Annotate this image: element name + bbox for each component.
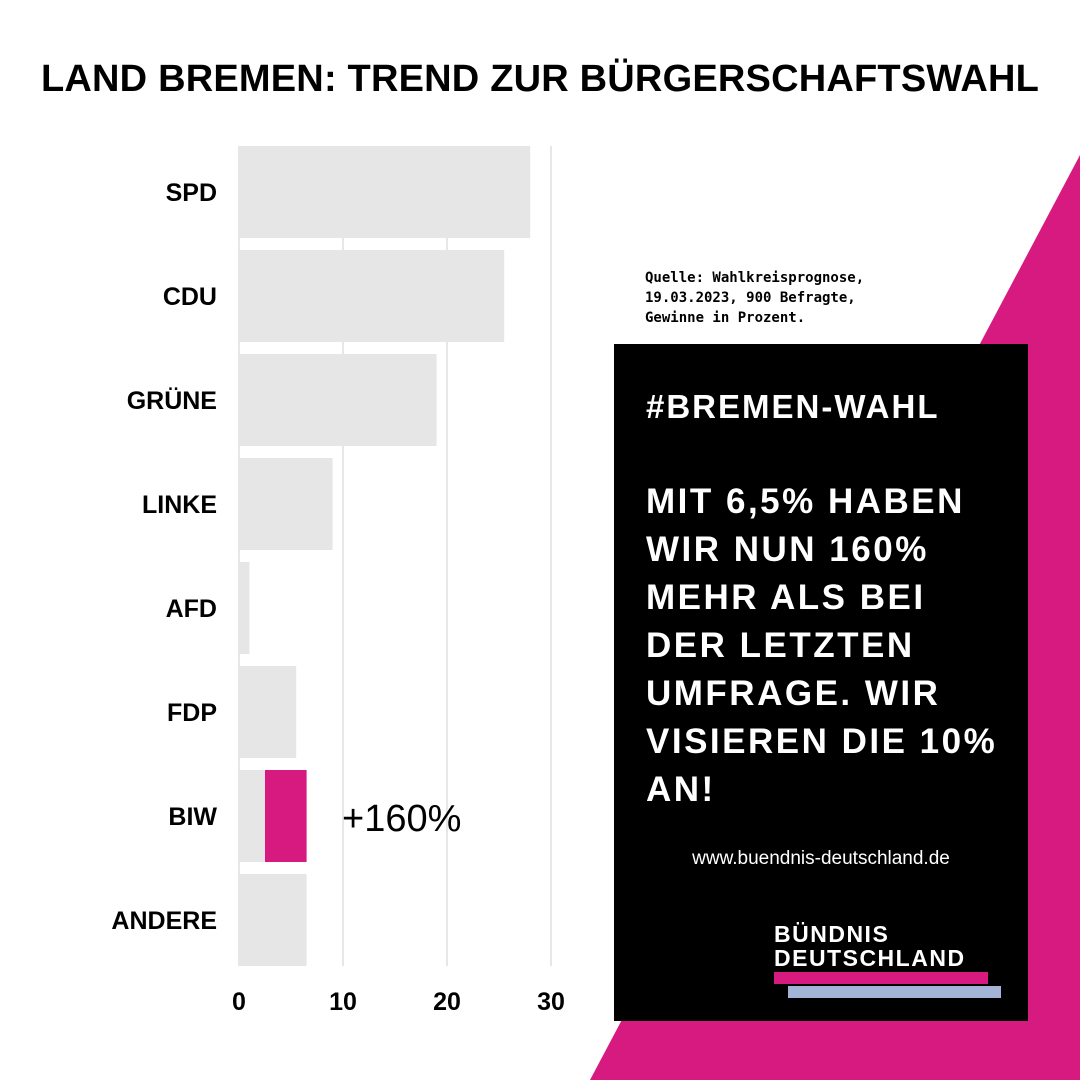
logo-text-line1: BÜNDNIS bbox=[774, 921, 890, 947]
website-url[interactable]: www.buendnis-deutschland.de bbox=[692, 848, 950, 869]
bar-linke bbox=[239, 458, 333, 550]
logo-bar-pink bbox=[774, 972, 988, 984]
info-panel: #BREMEN-WAHL MIT 6,5% HABEN WIR NUN 160%… bbox=[614, 344, 1028, 1021]
bar-andere bbox=[239, 874, 307, 966]
category-label-linke: LINKE bbox=[142, 491, 217, 519]
bar-cdu bbox=[239, 250, 505, 342]
bar-grüne bbox=[239, 354, 437, 446]
logo-bar-blue bbox=[788, 986, 1001, 998]
category-label-spd: SPD bbox=[166, 179, 217, 207]
x-tick-label-10: 10 bbox=[329, 988, 357, 1016]
category-label-fdp: FDP bbox=[167, 699, 217, 727]
x-tick-label-0: 0 bbox=[232, 988, 246, 1016]
chart-title: LAND BREMEN: TREND ZUR BÜRGERSCHAFTSWAHL bbox=[40, 58, 1040, 100]
category-label-grüne: GRÜNE bbox=[127, 386, 217, 415]
x-tick-label-20: 20 bbox=[433, 988, 461, 1016]
hashtag: #BREMEN-WAHL bbox=[646, 388, 940, 425]
message-text: MIT 6,5% HABEN WIR NUN 160% MEHR ALS BEI… bbox=[646, 482, 998, 809]
bar-spd bbox=[239, 146, 531, 238]
category-label-afd: AFD bbox=[166, 595, 217, 623]
logo-text-line2: DEUTSCHLAND bbox=[774, 945, 966, 971]
x-tick-label-30: 30 bbox=[537, 988, 565, 1016]
category-label-biw: BIW bbox=[168, 803, 217, 831]
category-label-andere: ANDERE bbox=[111, 907, 217, 935]
source-note: Quelle: Wahlkreisprognose, 19.03.2023, 9… bbox=[645, 270, 865, 326]
bar-afd bbox=[239, 562, 250, 654]
bar-biw-gain bbox=[265, 770, 307, 862]
bar-fdp bbox=[239, 666, 297, 758]
category-label-cdu: CDU bbox=[163, 283, 217, 311]
bar-biw-previous bbox=[239, 770, 265, 862]
highlight-annotation: +160% bbox=[342, 798, 461, 840]
